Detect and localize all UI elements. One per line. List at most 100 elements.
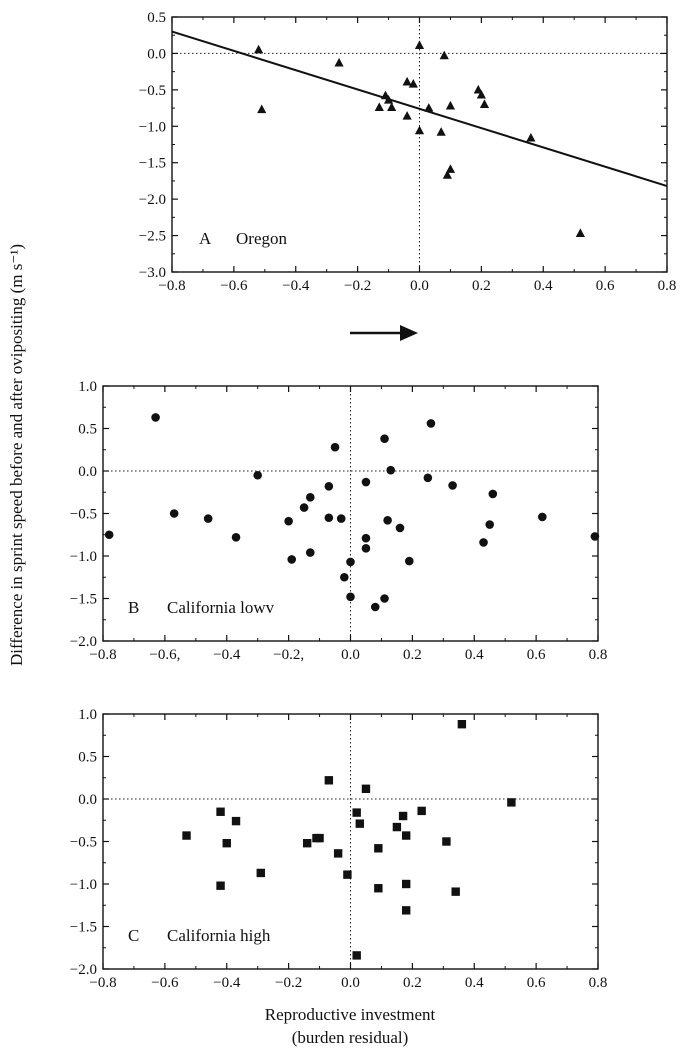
- data-point-triangle: [445, 164, 456, 173]
- data-point-circle: [104, 530, 114, 540]
- y-tick-label: −2.0: [139, 192, 166, 208]
- x-tick-label: −0.6: [220, 278, 248, 294]
- data-point-triangle: [439, 50, 449, 60]
- y-tick-label: 0.5: [147, 10, 166, 26]
- x-tick-label: 0.2: [403, 647, 422, 663]
- y-tick-label: −3.0: [139, 265, 166, 281]
- data-point-circle: [336, 514, 346, 523]
- data-point-square: [333, 849, 343, 858]
- y-tick-label: 0.0: [147, 46, 166, 62]
- data-point-circle: [448, 481, 457, 490]
- data-point-triangle: [424, 103, 434, 112]
- data-point-circle: [383, 516, 392, 525]
- data-point-circle: [426, 419, 436, 428]
- x-tick-label: 0.0: [341, 647, 360, 663]
- data-point-circle: [330, 442, 340, 452]
- data-point-circle: [538, 512, 547, 522]
- data-point-circle: [169, 509, 179, 518]
- data-point-triangle: [334, 57, 344, 67]
- data-point-triangle: [402, 76, 412, 86]
- data-point-circle: [346, 592, 355, 602]
- data-point-circle: [231, 533, 241, 542]
- x-tick-label: −0.2: [344, 278, 371, 294]
- regression-line: [171, 30, 668, 187]
- data-point-circle: [346, 557, 355, 567]
- x-tick-label: −0.4: [213, 975, 241, 991]
- data-point-square: [507, 798, 516, 807]
- y-tick-label: −1.5: [139, 156, 166, 172]
- data-point-triangle: [479, 99, 490, 109]
- data-point-triangle: [442, 170, 452, 179]
- data-point-square: [442, 837, 451, 846]
- data-point-circle: [380, 594, 389, 603]
- data-point-square: [401, 879, 411, 889]
- data-point-circle: [340, 572, 349, 582]
- panel-b-axes: −0.8 −0.6, −0.4 −0.2, 0.0 0.2 0.4 0.6 0.8 1.0 0.5 0…: [70, 379, 608, 663]
- panel-c-name: California high: [167, 926, 271, 945]
- data-point-circle: [423, 473, 433, 483]
- data-point-circle: [361, 533, 371, 543]
- y-axis-title: Difference in sprint speed before and af…: [7, 244, 26, 666]
- y-tick-label: 1.0: [78, 707, 97, 723]
- data-point-square: [451, 887, 460, 896]
- data-point-square: [315, 833, 324, 843]
- data-point-square: [182, 831, 191, 840]
- x-tick-label: 0.0: [410, 278, 429, 294]
- data-point-square: [216, 807, 225, 816]
- data-point-circle: [287, 555, 297, 564]
- data-point-square: [401, 831, 411, 840]
- panel-c: −0.8 −0.6 −0.4 −0.2 0.0 0.2 0.4 0.6 0.8 1.0 0.5 0.0…: [70, 707, 608, 991]
- data-point-square: [324, 776, 334, 785]
- data-point-triangle: [575, 228, 585, 237]
- panel-b: −0.8 −0.6, −0.4 −0.2, 0.0 0.2 0.4 0.6 0.8 1.0 0.5 0…: [70, 379, 608, 663]
- data-point-triangle: [436, 127, 446, 136]
- y-tick-label: −2.0: [70, 634, 97, 650]
- data-point-square: [374, 884, 383, 893]
- data-point-square: [302, 839, 312, 848]
- data-point-square: [457, 720, 467, 729]
- x-tick-label: −0.6,: [149, 647, 180, 663]
- panel-b-name: California lowv: [167, 598, 275, 617]
- panel-a: −0.8 −0.6 −0.4 −0.2 0.0 0.2 0.4 0.6 0.8 0.5 0.0 −0.…: [139, 10, 677, 294]
- panel-a-axes: −0.8 −0.6 −0.4 −0.2 0.0 0.2 0.4 0.6 0.8 0.5 0.0 −0.…: [139, 10, 677, 294]
- data-point-circle: [361, 477, 371, 487]
- data-point-circle: [380, 434, 389, 444]
- data-point-square: [343, 870, 352, 879]
- panel-a-label: A: [199, 229, 212, 248]
- x-tick-label: 0.4: [465, 647, 484, 663]
- data-point-circle: [324, 482, 334, 491]
- data-point-square: [216, 881, 225, 890]
- y-tick-label: −2.5: [139, 229, 166, 245]
- arrow-icon: [350, 325, 418, 341]
- x-tick-label: 0.4: [534, 278, 553, 294]
- y-tick-label: −0.5: [70, 507, 97, 523]
- panel-b-label: B: [128, 598, 139, 617]
- data-point-square: [352, 951, 361, 960]
- panel-c-axes: −0.8 −0.6 −0.4 −0.2 0.0 0.2 0.4 0.6 0.8 1.0 0.5 0.0…: [70, 707, 608, 991]
- panel-c-label: C: [128, 926, 139, 945]
- data-point-circle: [386, 465, 396, 475]
- x-tick-label: −0.8: [89, 647, 116, 663]
- data-point-triangle: [254, 44, 264, 54]
- data-point-circle: [361, 544, 371, 553]
- x-axis-title-line1: Reproductive investment: [265, 1005, 436, 1024]
- data-point-triangle: [414, 40, 425, 50]
- x-tick-label: 0.0: [341, 975, 360, 991]
- data-point-circle: [305, 493, 315, 502]
- panel-a-name: Oregon: [236, 229, 287, 248]
- data-point-triangle: [374, 102, 384, 111]
- x-tick-label: −0.4: [282, 278, 310, 294]
- data-point-circle: [479, 538, 488, 547]
- x-tick-label: 0.6: [596, 278, 615, 294]
- y-tick-label: −1.0: [139, 119, 166, 135]
- data-point-square: [374, 844, 383, 853]
- y-tick-label: 0.0: [78, 464, 97, 480]
- data-point-square: [231, 816, 241, 826]
- data-point-circle: [485, 520, 495, 529]
- y-tick-label: −1.5: [70, 920, 97, 936]
- x-tick-label: −0.4: [213, 647, 241, 663]
- data-point-circle: [253, 470, 262, 480]
- x-tick-label: −0.2,: [273, 647, 304, 663]
- data-point-triangle: [408, 79, 418, 88]
